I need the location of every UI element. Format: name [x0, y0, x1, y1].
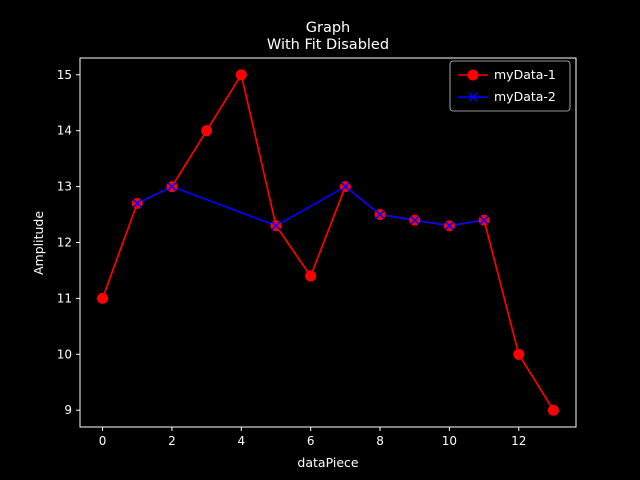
data-point-mydata-2 — [132, 198, 142, 208]
data-point-mydata-2 — [479, 215, 489, 225]
y-tick-label: 14 — [57, 124, 72, 138]
chart-title: Graph — [306, 20, 350, 36]
y-tick-label: 10 — [57, 347, 72, 361]
x-tick-label: 4 — [237, 434, 245, 448]
series-line-mydata-2 — [136, 185, 485, 227]
legend-marker-mydata-1 — [467, 69, 479, 81]
y-tick-label: 11 — [57, 291, 72, 305]
legend-marker-mydata-2 — [468, 92, 478, 102]
data-point-mydata-1 — [97, 292, 109, 304]
legend: myData-1 myData-2 — [449, 60, 571, 112]
data-point-mydata-1 — [201, 125, 213, 137]
legend-label-mydata-1: myData-1 — [494, 67, 556, 82]
y-tick-label: 9 — [64, 403, 72, 417]
y-tick-label: 12 — [57, 236, 72, 250]
y-tick-label: 13 — [57, 180, 72, 194]
x-tick-label: 6 — [307, 434, 315, 448]
data-point-mydata-1 — [305, 270, 317, 282]
x-tick-label: 8 — [376, 434, 384, 448]
x-tick-label: 12 — [511, 434, 526, 448]
data-point-mydata-1 — [235, 69, 247, 81]
data-point-mydata-2 — [340, 182, 350, 192]
chart-subtitle: With Fit Disabled — [267, 37, 389, 53]
legend-box — [449, 60, 571, 112]
legend-marker-mydata-2 — [468, 92, 478, 102]
x-tick-label: 0 — [99, 434, 107, 448]
data-point-mydata-2 — [271, 221, 281, 231]
data-point-mydata-2 — [410, 215, 420, 225]
y-axis-label: Amplitude — [31, 211, 46, 275]
legend-marker-mydata-1 — [467, 69, 479, 81]
data-point-mydata-2 — [375, 209, 385, 220]
data-point-mydata-2 — [167, 182, 177, 192]
x-tick-label: 10 — [442, 434, 457, 448]
plot-area: 0 2 4 6 8 10 12 9 10 11 12 13 14 15 — [57, 57, 577, 448]
data-point-mydata-2 — [444, 221, 454, 231]
x-tick-label: 2 — [168, 434, 176, 448]
x-axis-label: dataPiece — [297, 455, 358, 470]
legend-label-mydata-2: myData-2 — [494, 89, 556, 104]
data-point-mydata-1 — [513, 348, 525, 360]
y-tick-label: 15 — [57, 68, 72, 82]
data-point-mydata-1 — [547, 404, 559, 416]
